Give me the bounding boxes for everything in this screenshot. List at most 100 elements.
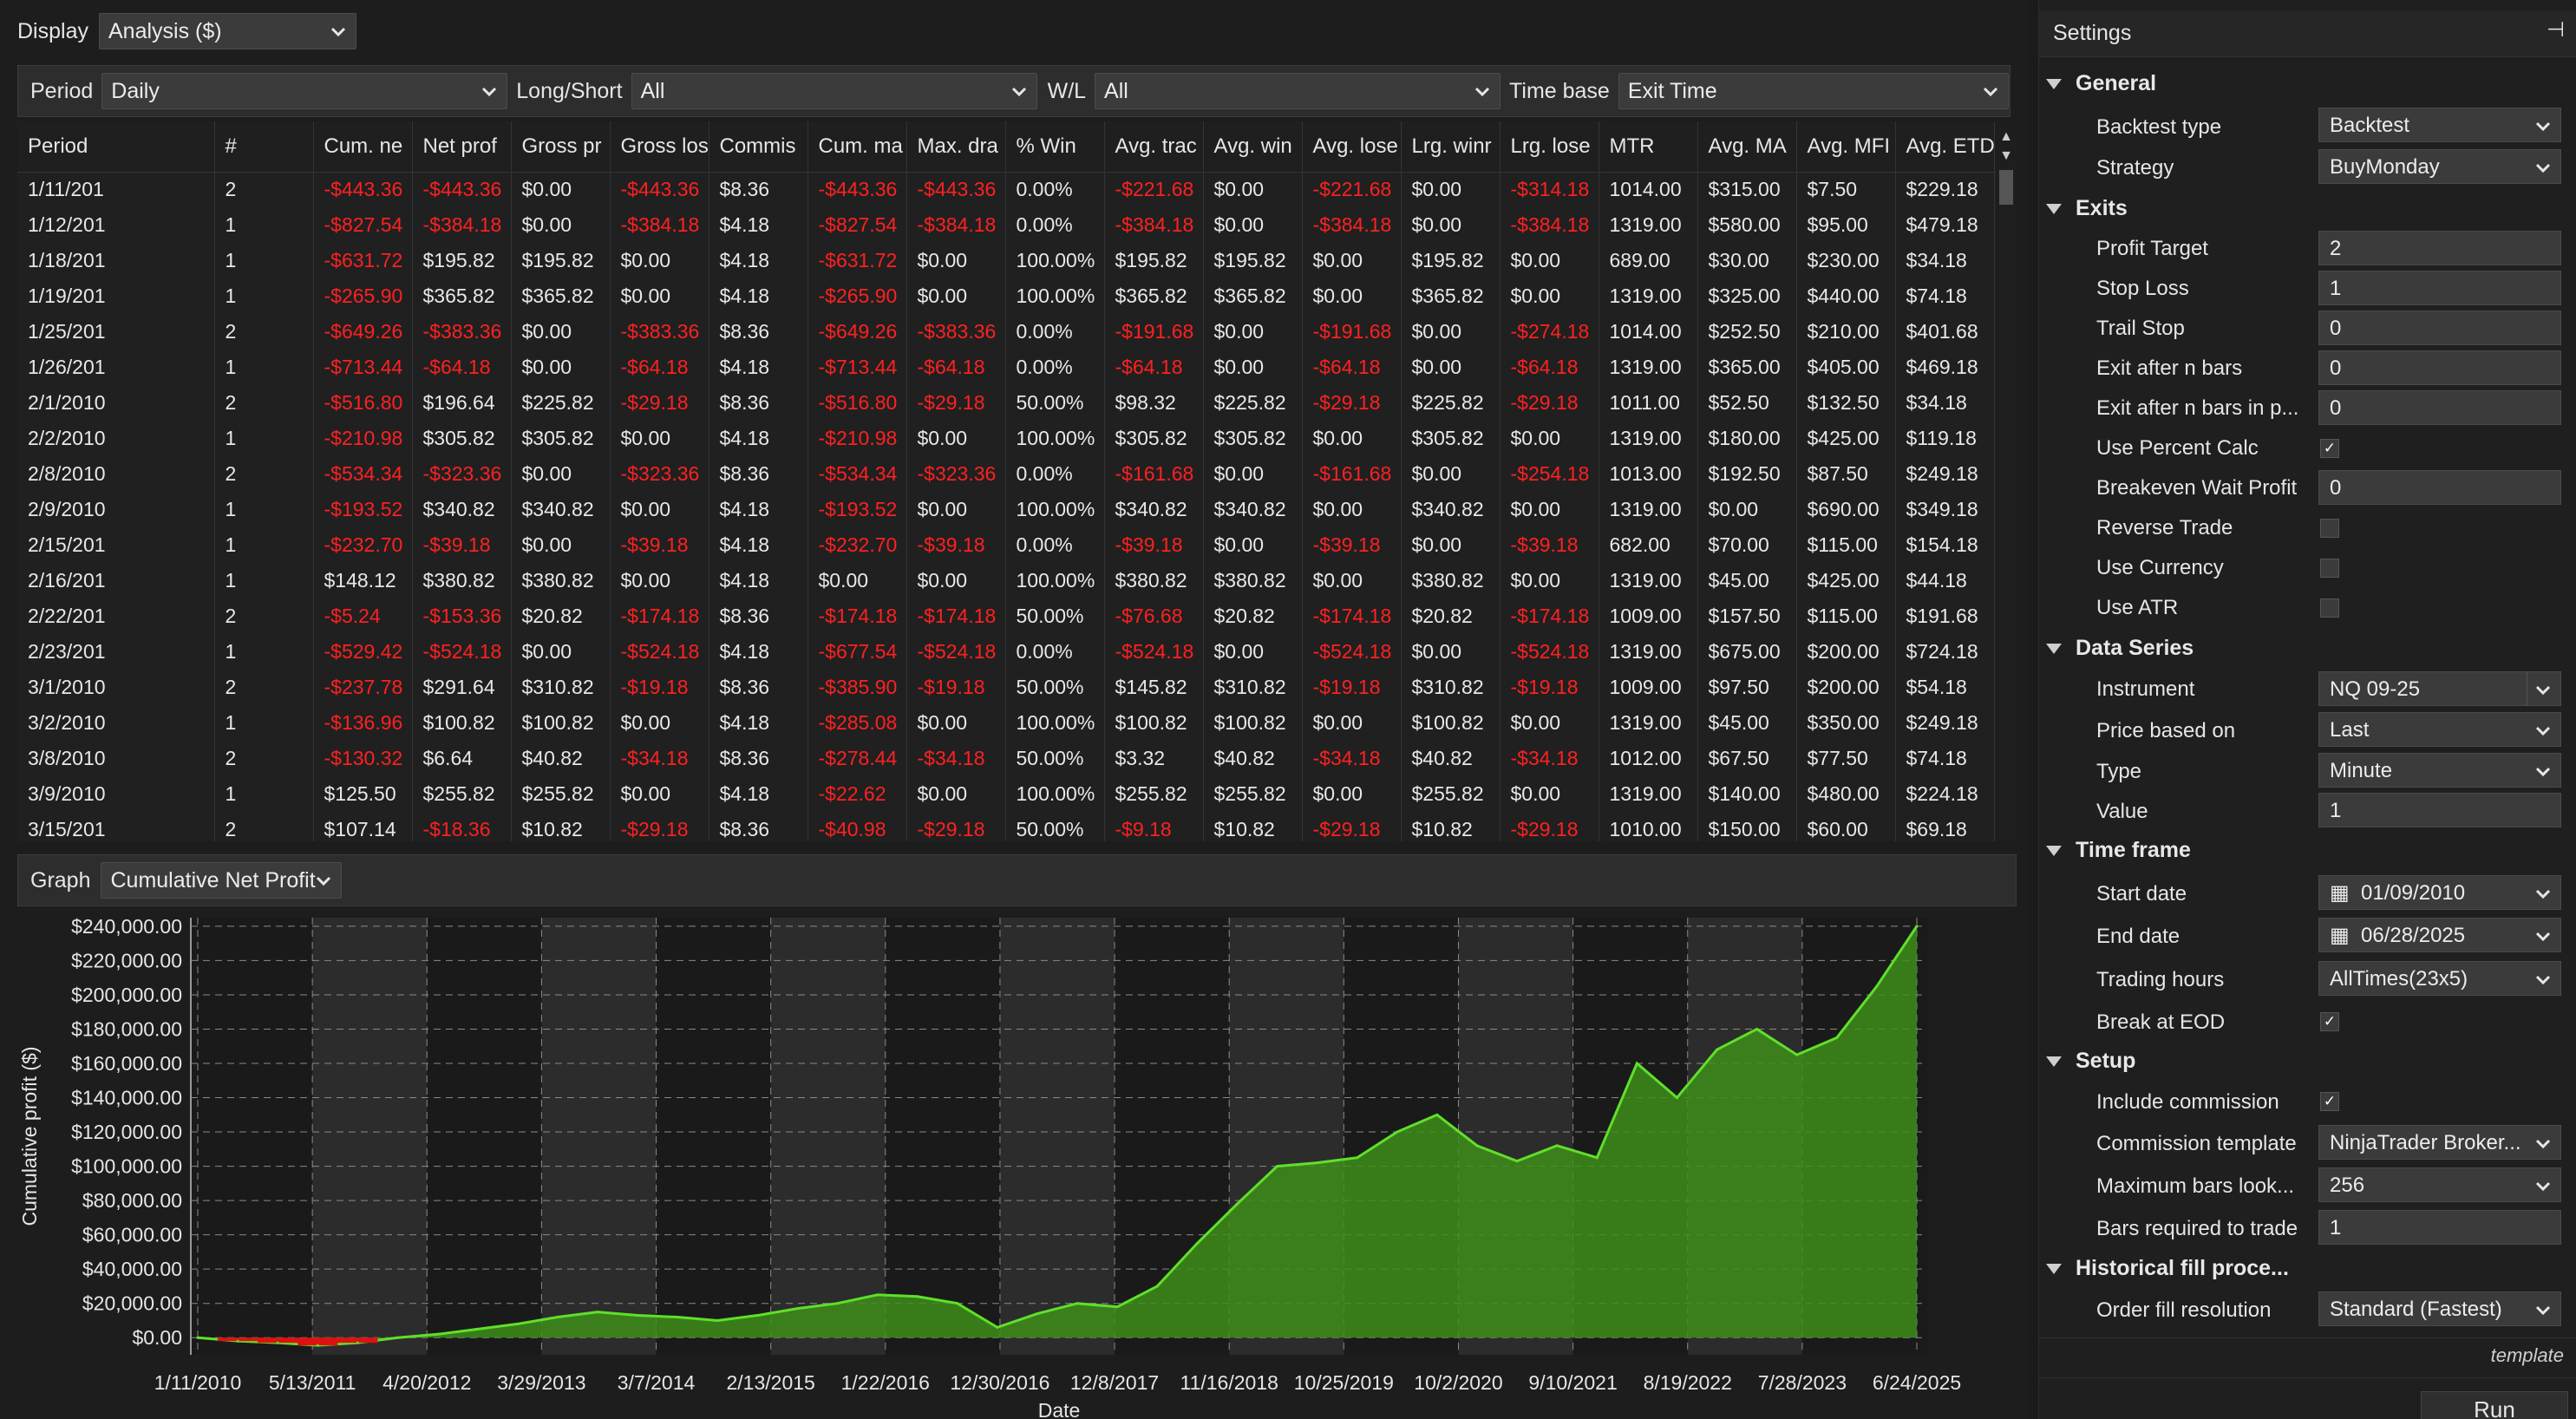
table-cell: $40.82	[1203, 741, 1303, 776]
table-cell: $4.18	[709, 350, 808, 385]
display-dropdown[interactable]: Analysis ($)	[98, 13, 356, 49]
pin-icon[interactable]: ⊣	[2547, 18, 2565, 42]
divider	[2039, 1337, 2576, 1338]
table-row[interactable]: 3/9/2010 1 $125.50 $255.82 $255.82 $0.00 $4.18…	[17, 776, 2017, 812]
column-header[interactable]: Avg. ETD	[1895, 121, 1995, 173]
table-cell: $0.00	[906, 563, 1006, 598]
value-input[interactable]: 1	[2318, 793, 2561, 827]
column-header[interactable]: Commis	[709, 121, 808, 173]
type-dropdown[interactable]: Minute	[2318, 753, 2561, 788]
break-eod-checkbox[interactable]: ✓	[2320, 1012, 2339, 1031]
table-cell: $192.50	[1697, 456, 1797, 492]
table-scrollbar[interactable]: ▲ ▼	[1996, 121, 2017, 841]
settings-title: Settings	[2053, 21, 2132, 45]
template-link[interactable]: template	[2490, 1344, 2564, 1366]
use-percent-checkbox[interactable]: ✓	[2320, 439, 2339, 458]
column-header[interactable]: Lrg. winr	[1401, 121, 1500, 173]
section-setup[interactable]: Setup	[2046, 1049, 2135, 1074]
breakeven-input[interactable]: 0	[2318, 470, 2561, 505]
table-cell: $0.00	[610, 705, 709, 741]
trading-hours-dropdown[interactable]: AllTimes(23x5)	[2318, 961, 2561, 996]
strategy-dropdown[interactable]: BuyMonday	[2318, 149, 2561, 184]
table-row[interactable]: 2/15/201 1 -$232.70 -$39.18 $0.00 -$39.18 $4.1…	[17, 527, 2017, 563]
commission-template-value: NinjaTrader Broker...	[2330, 1131, 2521, 1154]
table-row[interactable]: 1/11/201 2 -$443.36 -$443.36 $0.00 -$443.36 $8…	[17, 172, 2017, 207]
table-row[interactable]: 1/19/201 1 -$265.90 $365.82 $365.82 $0.00 $4.1…	[17, 278, 2017, 314]
table-row[interactable]: 3/1/2010 2 -$237.78 $291.64 $310.82 -$19.18 $8…	[17, 670, 2017, 705]
exit-bars-profit-input[interactable]: 0	[2318, 390, 2561, 425]
data-point	[1356, 1156, 1359, 1160]
table-cell: $200.00	[1796, 634, 1896, 670]
column-header[interactable]: MTR	[1599, 121, 1698, 173]
period-dropdown[interactable]: Daily	[101, 73, 508, 109]
order-fill-dropdown[interactable]: Standard (Fastest)	[2318, 1291, 2561, 1326]
max-bars-dropdown[interactable]: 256	[2318, 1167, 2561, 1202]
section-data-series[interactable]: Data Series	[2046, 636, 2194, 661]
graph-dropdown[interactable]: Cumulative Net Profit	[101, 862, 343, 899]
commission-template-dropdown[interactable]: NinjaTrader Broker...	[2318, 1125, 2561, 1160]
table-row[interactable]: 3/8/2010 2 -$130.32 $6.64 $40.82 -$34.18 $8.36…	[17, 741, 2017, 776]
section-exits[interactable]: Exits	[2046, 196, 2128, 221]
table-row[interactable]: 2/23/201 1 -$529.42 -$524.18 $0.00 -$524.18 $4…	[17, 634, 2017, 670]
table-row[interactable]: 1/12/201 1 -$827.54 -$384.18 $0.00 -$384.18 $4…	[17, 207, 2017, 243]
table-row[interactable]: 3/2/2010 1 -$136.96 $100.82 $100.82 $0.00 $4.1…	[17, 705, 2017, 741]
section-historical-fill[interactable]: Historical fill proce...	[2046, 1256, 2289, 1281]
chevron-down-icon	[481, 74, 498, 108]
section-general[interactable]: General	[2046, 71, 2156, 96]
end-date-picker[interactable]: ▦ 06/28/2025	[2318, 918, 2561, 952]
column-header[interactable]: Avg. lose	[1302, 121, 1402, 173]
data-point	[236, 1339, 239, 1343]
include-commission-checkbox[interactable]: ✓	[2320, 1092, 2339, 1111]
divider	[2039, 1377, 2576, 1378]
column-header[interactable]: Avg. MFI	[1796, 121, 1896, 173]
bars-required-input[interactable]: 1	[2318, 1210, 2561, 1245]
column-header[interactable]: Gross los	[610, 121, 709, 173]
scroll-up-icon[interactable]: ▲	[1999, 129, 2013, 144]
profit-target-input[interactable]: 2	[2318, 231, 2561, 265]
wl-dropdown[interactable]: All	[1095, 73, 1501, 109]
table-row[interactable]: 2/2/2010 1 -$210.98 $305.82 $305.82 $0.00 $4.1…	[17, 421, 2017, 456]
column-header[interactable]: % Win	[1005, 121, 1105, 173]
column-header[interactable]: Net prof	[412, 121, 512, 173]
price-based-dropdown[interactable]: Last	[2318, 712, 2561, 747]
long-short-dropdown[interactable]: All	[631, 73, 1037, 109]
exit-bars-input[interactable]: 0	[2318, 350, 2561, 385]
column-header[interactable]: Avg. MA	[1697, 121, 1797, 173]
table-row[interactable]: 2/9/2010 1 -$193.52 $340.82 $340.82 $0.00 $4.1…	[17, 492, 2017, 527]
table-row[interactable]: 1/26/201 1 -$713.44 -$64.18 $0.00 -$64.18 $4.1…	[17, 350, 2017, 385]
table-cell: 50.00%	[1005, 741, 1105, 776]
table-row[interactable]: 2/22/201 2 -$5.24 -$153.36 $20.82 -$174.18 $8.…	[17, 598, 2017, 634]
column-header[interactable]: Max. dra	[906, 121, 1006, 173]
table-row[interactable]: 3/15/201 2 $107.14 -$18.36 $10.82 -$29.18 $8.3…	[17, 812, 2017, 841]
table-row[interactable]: 2/16/201 1 $148.12 $380.82 $380.82 $0.00 $4.18…	[17, 563, 2017, 598]
section-time-frame[interactable]: Time frame	[2046, 838, 2191, 863]
table-row[interactable]: 2/1/2010 2 -$516.80 $196.64 $225.82 -$29.18 $8…	[17, 385, 2017, 421]
column-header[interactable]: #	[214, 121, 314, 173]
table-row[interactable]: 1/18/201 1 -$631.72 $195.82 $195.82 $0.00 $4.1…	[17, 243, 2017, 278]
time-base-dropdown[interactable]: Exit Time	[1618, 73, 2009, 109]
use-atr-checkbox[interactable]	[2320, 598, 2339, 618]
column-header[interactable]: Avg. trac	[1104, 121, 1204, 173]
scrollbar-thumb[interactable]	[1999, 170, 2013, 205]
scroll-down-icon[interactable]: ▼	[1999, 148, 2013, 163]
table-cell: -$39.18	[1104, 527, 1204, 563]
use-currency-checkbox[interactable]	[2320, 559, 2339, 578]
column-header[interactable]: Gross pr	[511, 121, 611, 173]
table-row[interactable]: 1/25/201 2 -$649.26 -$383.36 $0.00 -$383.36 $8…	[17, 314, 2017, 350]
backtest-type-dropdown[interactable]: Backtest	[2318, 108, 2561, 142]
table-row[interactable]: 2/8/2010 2 -$534.34 -$323.36 $0.00 -$323.36 $8…	[17, 456, 2017, 492]
data-point	[1435, 1113, 1439, 1116]
column-header[interactable]: Period	[17, 121, 215, 173]
chevron-down-icon[interactable]	[2527, 672, 2552, 705]
column-header[interactable]: Lrg. lose	[1500, 121, 1599, 173]
instrument-selector[interactable]: NQ 09-25	[2318, 671, 2561, 706]
column-header[interactable]: Avg. win	[1203, 121, 1303, 173]
trail-stop-input[interactable]: 0	[2318, 311, 2561, 345]
column-header[interactable]: Cum. ma	[807, 121, 907, 173]
stop-loss-input[interactable]: 1	[2318, 271, 2561, 305]
start-date-picker[interactable]: ▦ 01/09/2010	[2318, 875, 2561, 910]
reverse-trade-checkbox[interactable]	[2320, 519, 2339, 538]
table-cell: -$19.18	[906, 670, 1006, 705]
column-header[interactable]: Cum. ne	[313, 121, 413, 173]
run-button[interactable]: Run	[2421, 1391, 2568, 1419]
